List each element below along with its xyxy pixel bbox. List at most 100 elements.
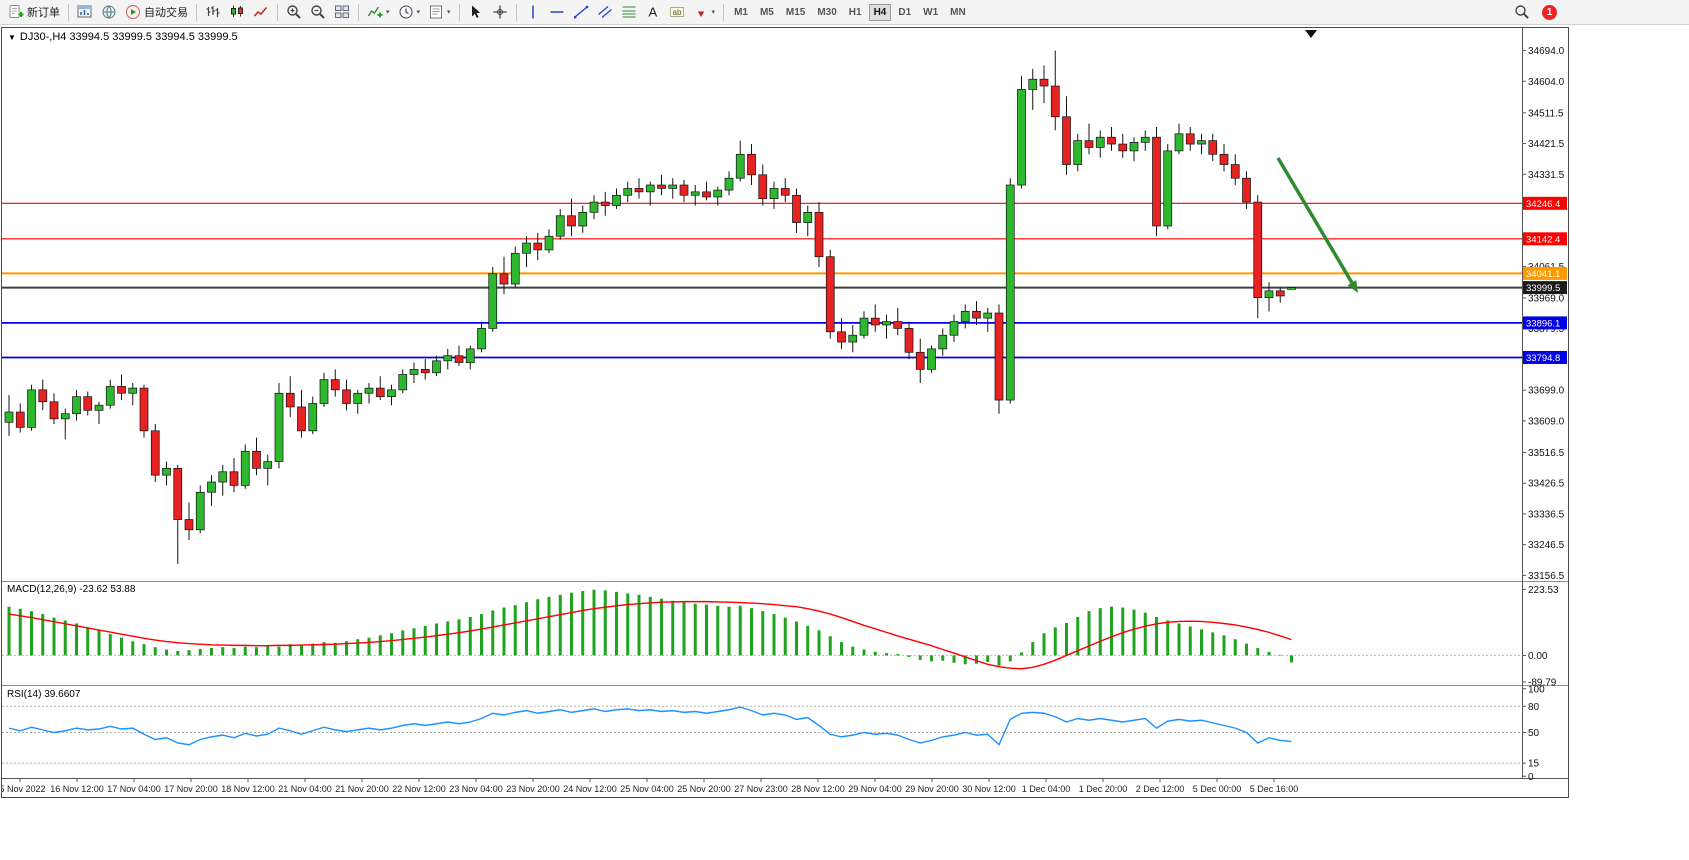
time-tick-label: 25 Nov 04:00 <box>620 784 674 794</box>
templates-icon <box>430 5 443 19</box>
periods-icon <box>399 5 413 19</box>
vertical-line-icon <box>531 5 534 19</box>
bar-chart-button[interactable] <box>202 2 224 23</box>
cursor-icon <box>471 5 480 18</box>
notification-badge[interactable]: 1 <box>1542 4 1557 20</box>
timeframe-m30[interactable]: M30 <box>812 4 841 21</box>
price-tick-label: 34511.5 <box>1528 108 1564 119</box>
svg-text:33999.5: 33999.5 <box>1526 283 1560 294</box>
time-tick-label: 29 Nov 04:00 <box>848 784 902 794</box>
chevron-down-icon: ▾ <box>711 9 716 16</box>
toolbar-separator <box>515 3 517 21</box>
timeframe-m5[interactable]: M5 <box>755 4 779 21</box>
timeframe-mn[interactable]: MN <box>945 4 971 21</box>
chart-symbol-label: ▼ DJ30-,H4 33994.5 33999.5 33994.5 33999… <box>8 31 238 43</box>
toolbar-separator <box>68 3 69 21</box>
cursor-button[interactable] <box>465 2 487 23</box>
chart-window-button[interactable] <box>74 2 96 23</box>
templates-button[interactable]: ▾ <box>425 2 454 23</box>
svg-text:34142.4: 34142.4 <box>1526 234 1560 245</box>
profile-icon <box>102 5 116 19</box>
trendline-button[interactable] <box>570 2 592 23</box>
price-tick-label: 33699.0 <box>1528 386 1565 397</box>
text-label-button[interactable]: ab <box>666 2 688 23</box>
line-chart-button[interactable] <box>250 2 272 23</box>
macd-signal-line <box>8 600 1292 670</box>
time-tick-label: 1 Dec 04:00 <box>1022 784 1071 794</box>
text-button[interactable]: A <box>642 2 664 23</box>
auto-trading-button[interactable]: 自动交易 <box>122 2 191 23</box>
timeframe-m1[interactable]: M1 <box>729 4 753 21</box>
time-tick-label: 18 Nov 12:00 <box>221 784 275 794</box>
chevron-down-icon: ▾ <box>386 9 390 16</box>
zoom-in-button[interactable] <box>283 2 305 23</box>
zoom-in-icon <box>287 5 301 19</box>
macd-label: MACD(12,26,9) -23.62 53.88 <box>7 584 136 595</box>
time-tick-label: 27 Nov 23:00 <box>734 784 788 794</box>
price-badge: 34041.1 <box>1523 266 1567 280</box>
indicators-icon <box>367 6 383 18</box>
new-order-button[interactable]: 新订单 <box>5 2 63 23</box>
candle-chart-button[interactable] <box>226 2 248 23</box>
time-tick-label: 1 Dec 20:00 <box>1079 784 1128 794</box>
price-badge: 33794.8 <box>1523 350 1567 364</box>
price-badge: 33999.5 <box>1523 281 1567 295</box>
periods-button[interactable]: ▾ <box>395 2 424 23</box>
zoom-out-button[interactable] <box>307 2 329 23</box>
timeframe-m15[interactable]: M15 <box>781 4 810 21</box>
profile-button[interactable] <box>98 2 120 23</box>
symbol-dropdown-icon[interactable]: ▼ <box>8 32 16 42</box>
arrows-icon <box>697 6 704 17</box>
channel-button[interactable] <box>594 2 616 23</box>
timeframe-h4[interactable]: H4 <box>868 3 892 21</box>
indicators-button[interactable]: ▾ <box>364 2 393 23</box>
fibonacci-button[interactable] <box>618 2 640 23</box>
price-badge: 33896.1 <box>1523 316 1567 330</box>
toolbar-separator <box>277 3 278 21</box>
vertical-line-button[interactable] <box>522 2 544 23</box>
price-axis[interactable]: 34694.034604.034511.534421.534331.534061… <box>1522 46 1567 783</box>
chart-window-icon <box>77 5 92 18</box>
svg-text:A: A <box>648 5 657 20</box>
price-tick-label: 33609.0 <box>1528 416 1565 427</box>
text-label-icon: ab <box>669 7 684 17</box>
auto-trading-button-label: 自动交易 <box>144 7 188 19</box>
time-tick-label: 16 Nov 12:00 <box>50 784 104 794</box>
chart-shift-marker-icon[interactable] <box>1305 30 1317 38</box>
horizontal-lines <box>2 202 1522 359</box>
search-icon <box>1515 5 1529 19</box>
timeframe-w1[interactable]: W1 <box>918 4 943 21</box>
fibonacci-icon <box>622 6 636 18</box>
trend-arrow-annotation[interactable] <box>1276 157 1358 293</box>
search-button[interactable] <box>1511 2 1533 23</box>
time-tick-label: 24 Nov 12:00 <box>563 784 617 794</box>
price-tick-label: 33879.5 <box>1528 324 1565 335</box>
horizontal-line-icon <box>550 11 564 13</box>
price-chart[interactable]: 34694.034604.034511.534421.534331.534061… <box>2 28 1568 796</box>
rsi-pane <box>2 705 1522 764</box>
timeframe-d1[interactable]: D1 <box>893 4 916 21</box>
price-tick-label: 33426.5 <box>1528 479 1565 490</box>
time-tick-label: 30 Nov 12:00 <box>962 784 1016 794</box>
trendline-icon <box>573 5 588 19</box>
rsi-tick-label: 80 <box>1528 702 1540 713</box>
chevron-down-icon: ▾ <box>447 9 451 16</box>
rsi-label: RSI(14) 39.6607 <box>7 689 81 700</box>
time-tick-label: 28 Nov 12:00 <box>791 784 845 794</box>
zoom-out-icon <box>311 5 325 19</box>
arrows-button[interactable]: ▾ <box>690 2 719 23</box>
price-tick-label: 34694.0 <box>1528 46 1565 57</box>
time-tick-label: 17 Nov 04:00 <box>107 784 161 794</box>
crosshair-button[interactable] <box>489 2 511 23</box>
horizontal-line-button[interactable] <box>546 2 568 23</box>
macd-tick-label: 0.00 <box>1528 651 1548 662</box>
time-tick-label: 23 Nov 20:00 <box>506 784 560 794</box>
tile-windows-button[interactable] <box>331 2 353 23</box>
toolbar-separator <box>358 3 359 21</box>
crosshair-icon <box>493 5 507 19</box>
timeframe-h1[interactable]: H1 <box>844 4 867 21</box>
rsi-line <box>8 706 1292 746</box>
rsi-tick-label: 0 <box>1528 772 1534 783</box>
